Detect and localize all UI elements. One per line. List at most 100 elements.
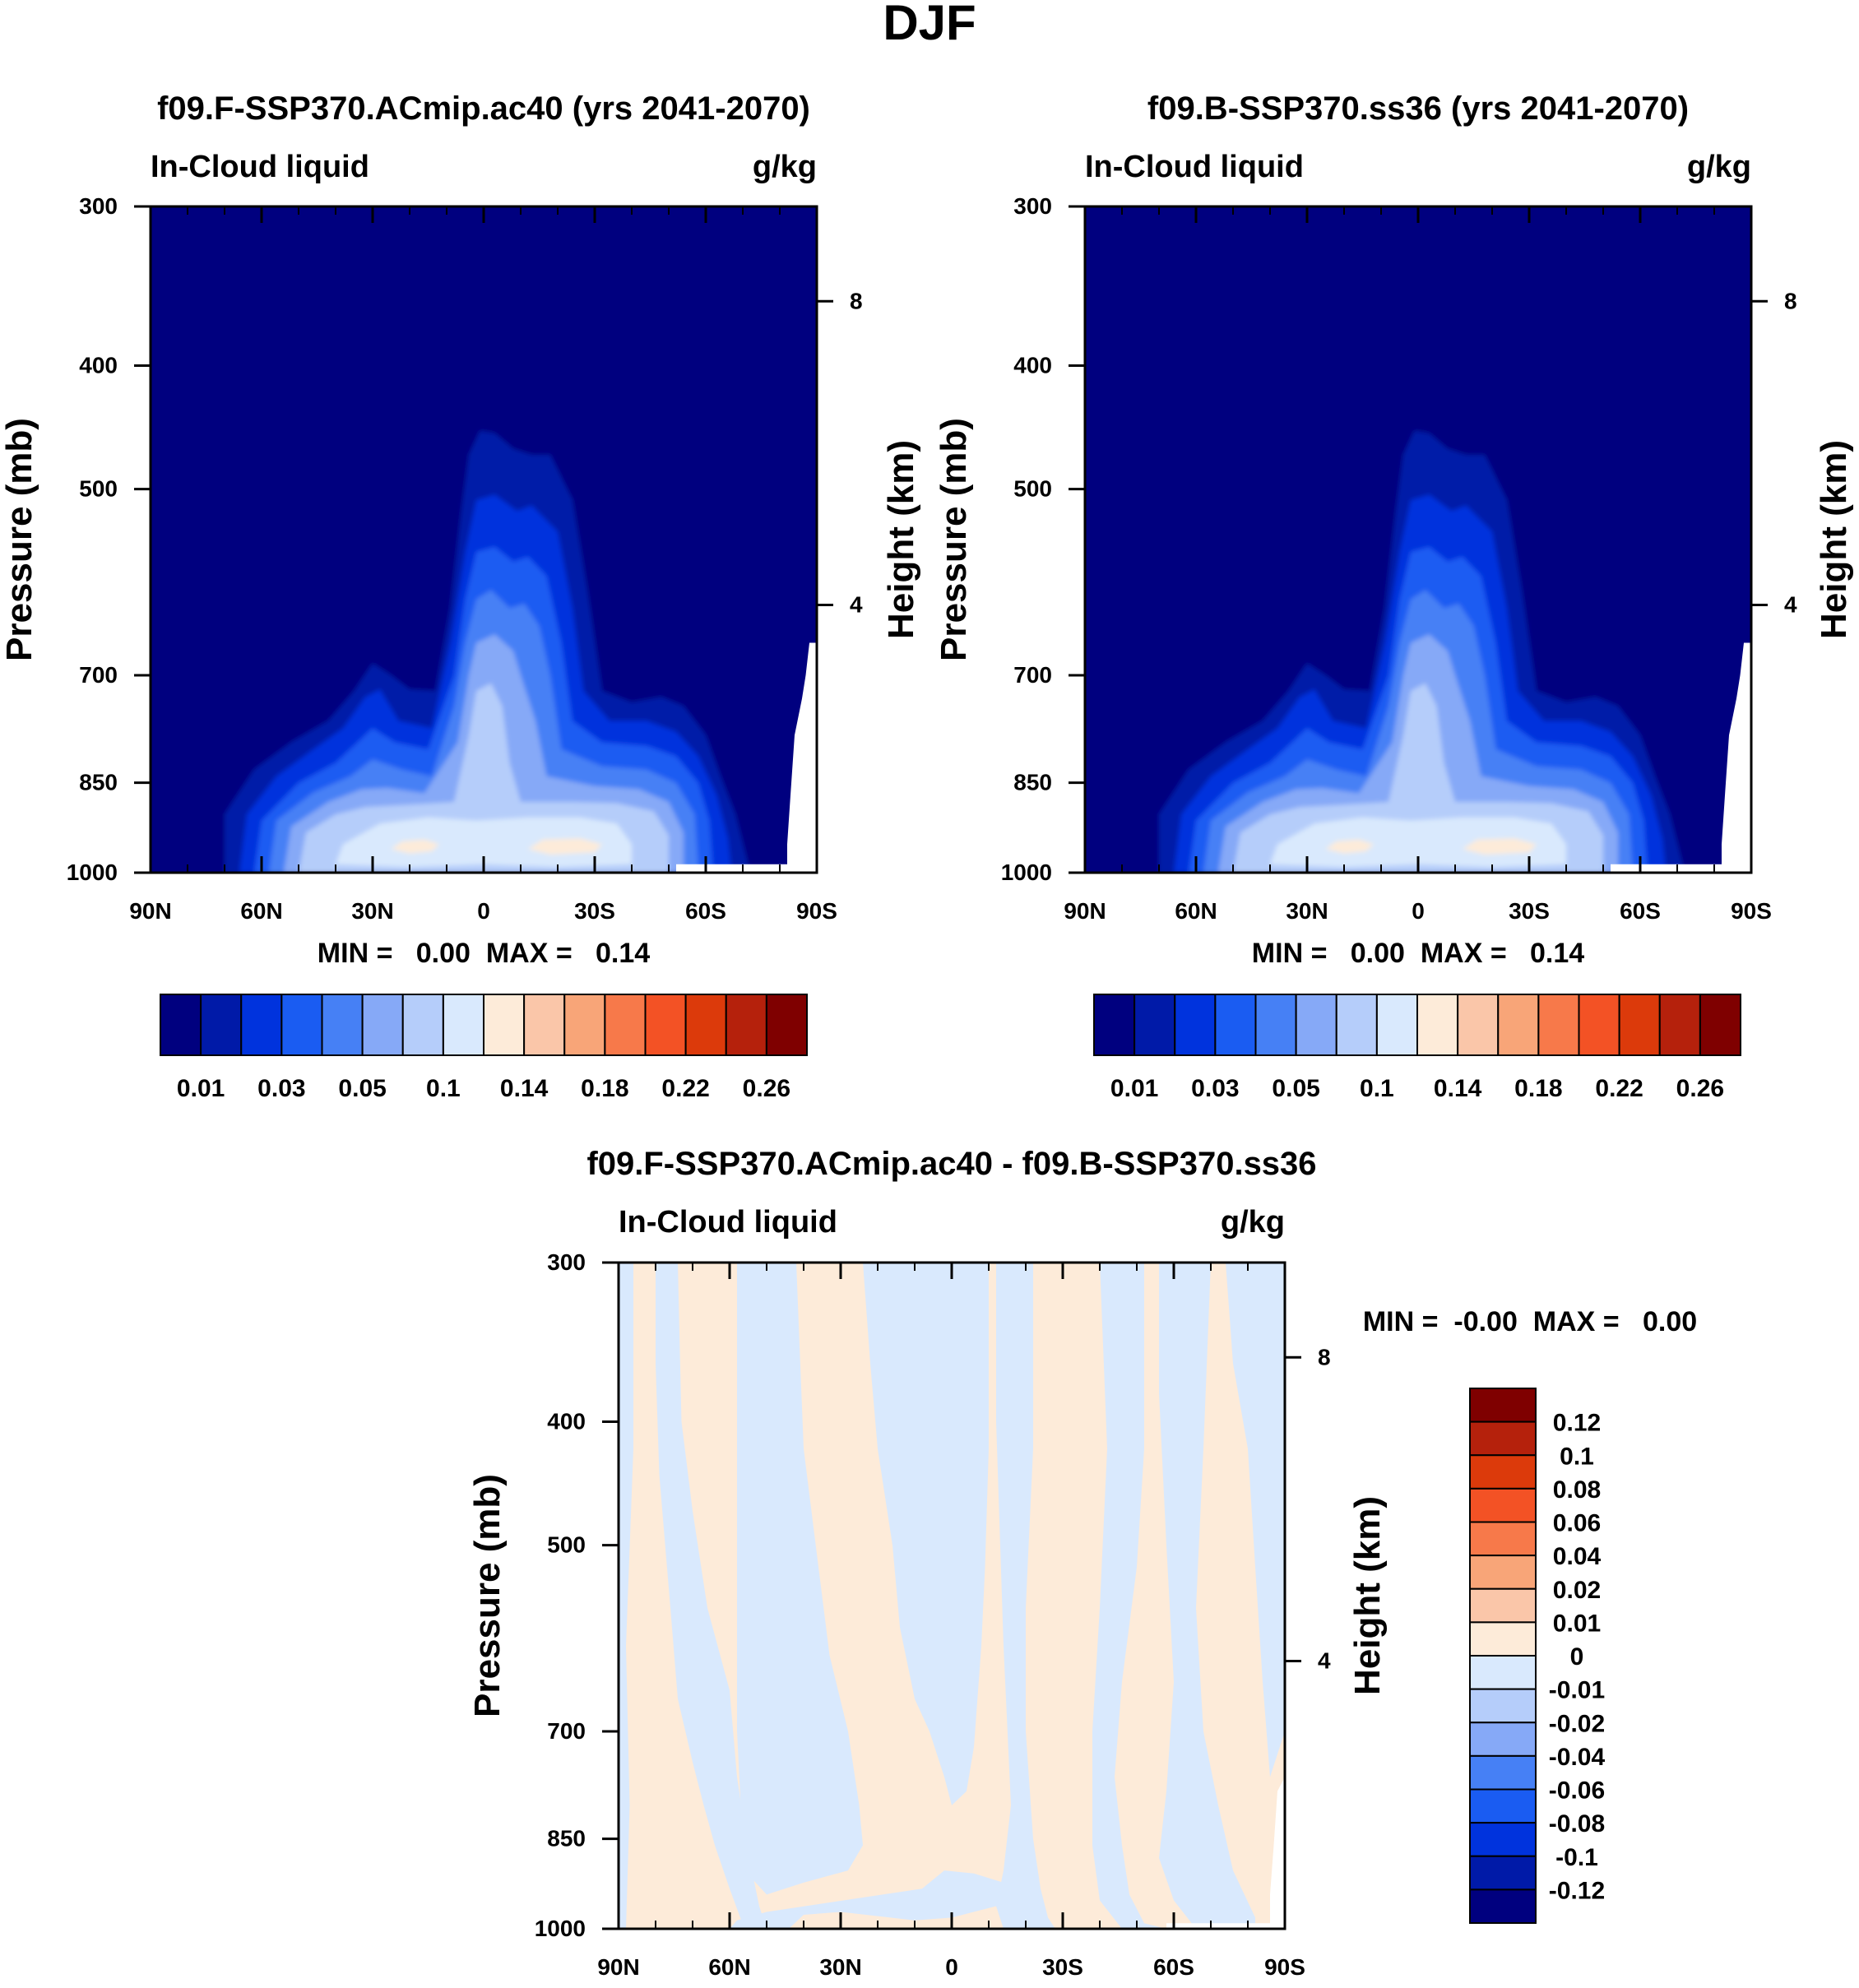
colorbar-box xyxy=(1469,1487,1537,1523)
colorbar-box xyxy=(1658,994,1701,1056)
panel-2-colorbar: 0.01 0.03 0.05 0.1 0.14 0.18 0.22 0.26 xyxy=(1093,994,1741,1102)
colorbar-box xyxy=(1469,1587,1537,1624)
y-tick-label: 700 xyxy=(79,662,118,688)
panel-3-ylabel-right: Height (km) xyxy=(1347,1496,1388,1695)
contour-level-7 xyxy=(1270,817,1566,868)
x-tick-label: 60S xyxy=(685,898,726,924)
colorbar-box xyxy=(725,994,767,1056)
panel-3-missing-region xyxy=(1166,1777,1285,1929)
x-tick-label: 30S xyxy=(1509,898,1550,924)
colorbar-label: 0.04 xyxy=(1553,1543,1602,1570)
panel-3-minmax: MIN = -0.00 MAX = 0.00 xyxy=(1363,1306,1697,1337)
x-tick-label: 60S xyxy=(1153,1954,1194,1980)
colorbar-label: 0.14 xyxy=(1434,1075,1482,1102)
panel-2-axes: 90N 60N 30N 0 30S 60S 90S 300 400 500 700 850 1000 8 4 xyxy=(1001,193,1797,924)
colorbar-label: 0.05 xyxy=(338,1075,386,1102)
colorbar-label: 0.1 xyxy=(1360,1075,1394,1102)
colorbar-box xyxy=(280,994,323,1056)
diff-negative-region xyxy=(1226,1263,1285,1777)
x-tick-label: 60S xyxy=(1620,898,1661,924)
colorbar-box xyxy=(1469,1688,1537,1724)
y-tick-label: 400 xyxy=(79,353,118,378)
y-tick-label: 300 xyxy=(547,1249,586,1275)
y-tick-label: 300 xyxy=(79,193,118,219)
y2-tick-label: 4 xyxy=(1318,1648,1331,1674)
y-tick-label: 500 xyxy=(547,1532,586,1558)
colorbar-label: -0.06 xyxy=(1549,1777,1605,1805)
colorbar-box xyxy=(1469,1822,1537,1857)
x-tick-label: 90S xyxy=(1264,1954,1305,1980)
panel-1-axes: 90N 60N 30N 0 30S 60S 90S 300 400 500 700 850 1000 8 4 xyxy=(67,193,863,924)
diff-negative-region xyxy=(1092,1263,1166,1929)
colorbar-box xyxy=(1469,1521,1537,1557)
x-tick-label: 90N xyxy=(597,1954,639,1980)
colorbar-box xyxy=(1537,994,1580,1056)
colorbar-label: 0.03 xyxy=(1191,1075,1239,1102)
colorbar-label: -0.01 xyxy=(1549,1677,1605,1704)
colorbar-box xyxy=(1469,1888,1537,1924)
panel-2-ylabel-right: Height (km) xyxy=(1814,440,1854,639)
panel-3: f09.F-SSP370.ACmip.ac40 - f09.B-SSP370.s… xyxy=(467,1146,1697,1980)
contour-level-8 xyxy=(1325,839,1374,854)
colorbar-label: 0.01 xyxy=(1110,1075,1158,1102)
colorbar-label: 0.22 xyxy=(661,1075,709,1102)
y-tick-label: 1000 xyxy=(67,860,118,885)
colorbar-box xyxy=(604,994,647,1056)
contour-level-9 xyxy=(1463,838,1537,855)
colorbar-box xyxy=(1133,994,1176,1056)
y-tick-label: 500 xyxy=(1013,476,1052,502)
panel-2: f09.B-SSP370.ss36 (yrs 2041-2070) In-Clo… xyxy=(934,90,1854,1102)
colorbar-box xyxy=(442,994,484,1056)
x-tick-label: 30N xyxy=(1286,898,1328,924)
x-tick-label: 30S xyxy=(1042,1954,1083,1980)
x-tick-label: 60N xyxy=(240,898,282,924)
colorbar-box xyxy=(1469,1388,1537,1423)
panel-3-units-label: g/kg xyxy=(1221,1205,1285,1240)
colorbar-box xyxy=(684,994,727,1056)
colorbar-box xyxy=(644,994,687,1056)
x-tick-label: 60N xyxy=(708,1954,750,1980)
panel-3-plot-area xyxy=(619,1263,1285,1929)
y-tick-label: 850 xyxy=(1013,770,1052,795)
colorbar-box xyxy=(563,994,606,1056)
x-tick-label: 90S xyxy=(796,898,837,924)
panel-1-ylabel-right: Height (km) xyxy=(881,440,921,639)
colorbar-box xyxy=(765,994,808,1056)
x-tick-label: 60N xyxy=(1175,898,1217,924)
panel-2-plot-area xyxy=(1085,206,1751,873)
panel-1: f09.F-SSP370.ACmip.ac40 (yrs 2041-2070) … xyxy=(0,90,921,1102)
colorbar-box xyxy=(1469,1655,1537,1690)
colorbar-label: 0.1 xyxy=(426,1075,461,1102)
colorbar-label: 0.26 xyxy=(1676,1075,1724,1102)
colorbar-label: 0.06 xyxy=(1553,1510,1601,1537)
panel-1-missing-region xyxy=(676,642,817,873)
colorbar-box xyxy=(483,994,526,1056)
colorbar-label: 0.03 xyxy=(257,1075,305,1102)
colorbar-box xyxy=(160,994,202,1056)
colorbar-label: -0.1 xyxy=(1555,1844,1598,1871)
contour-level-9 xyxy=(528,838,602,855)
panel-1-title: f09.F-SSP370.ACmip.ac40 (yrs 2041-2070) xyxy=(157,90,810,127)
y2-tick-label: 4 xyxy=(1784,592,1797,618)
colorbar-box xyxy=(1497,994,1540,1056)
panel-1-minmax: MIN = 0.00 MAX = 0.14 xyxy=(318,938,650,969)
colorbar-box xyxy=(1578,994,1620,1056)
x-tick-label: 90N xyxy=(129,898,171,924)
panel-1-variable-label: In-Cloud liquid xyxy=(151,150,369,184)
y2-tick-label: 8 xyxy=(850,288,863,313)
panel-1-colorbar: 0.01 0.03 0.05 0.1 0.14 0.18 0.22 0.26 xyxy=(160,994,808,1102)
panel-3-axes: 90N 60N 30N 0 30S 60S 90S 300 400 500 700 850 1000 8 4 xyxy=(535,1249,1331,1980)
colorbar-box xyxy=(1469,1555,1537,1590)
y-tick-label: 700 xyxy=(547,1718,586,1744)
colorbar-label: -0.08 xyxy=(1549,1810,1605,1837)
colorbar-label: 0.18 xyxy=(1514,1075,1562,1102)
x-tick-label: 30S xyxy=(574,898,615,924)
panel-2-missing-region xyxy=(1611,642,1751,873)
x-tick-label: 90S xyxy=(1731,898,1772,924)
colorbar-box xyxy=(1618,994,1661,1056)
colorbar-label: -0.04 xyxy=(1549,1744,1606,1771)
colorbar-box xyxy=(1469,1754,1537,1791)
colorbar-box xyxy=(1093,994,1136,1056)
colorbar-label: 0.12 xyxy=(1553,1410,1601,1437)
